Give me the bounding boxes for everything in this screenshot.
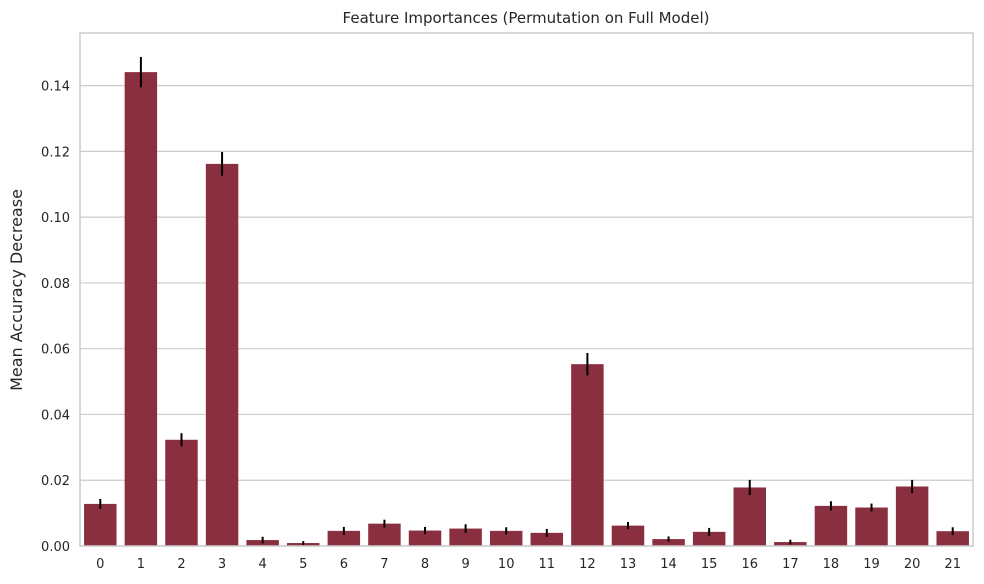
bar [936, 531, 969, 546]
bar [652, 539, 685, 546]
y-tick-label: 0.10 [41, 211, 70, 226]
bar [327, 530, 361, 546]
y-tick-label: 0.06 [41, 343, 70, 358]
x-tick-label: 19 [863, 557, 880, 572]
bar [449, 528, 482, 546]
bar [611, 525, 645, 546]
x-tick-labels: 0 1 2 3 4 5 6 7 8 9 10 11 12 13 14 15 16 17 18 19 20 21 [96, 557, 961, 572]
x-tick-label: 7 [380, 557, 388, 572]
bar [205, 163, 239, 546]
x-tick-label: 2 [177, 557, 185, 572]
bar [814, 505, 848, 546]
x-tick-label: 15 [701, 557, 718, 572]
bar [530, 532, 564, 546]
x-tick-label: 18 [823, 557, 840, 572]
bar [84, 503, 117, 546]
chart-title: Feature Importances (Permutation on Full… [343, 9, 710, 27]
x-tick-label: 17 [782, 557, 799, 572]
x-tick-label: 11 [539, 557, 556, 572]
x-tick-label: 21 [944, 557, 961, 572]
bar [368, 523, 401, 546]
bar [165, 439, 198, 546]
bar [408, 530, 442, 546]
bar [855, 507, 888, 546]
y-tick-labels: 0.00 0.02 0.04 0.06 0.08 0.10 0.12 0.14 [41, 80, 70, 555]
y-tick-label: 0.00 [41, 540, 70, 555]
x-tick-label: 4 [259, 557, 267, 572]
x-tick-label: 5 [299, 557, 307, 572]
x-tick-label: 8 [421, 557, 429, 572]
x-tick-label: 16 [741, 557, 758, 572]
x-tick-label: 3 [218, 557, 226, 572]
x-tick-label: 0 [96, 557, 104, 572]
x-tick-label: 13 [620, 557, 637, 572]
x-tick-label: 1 [137, 557, 145, 572]
y-tick-label: 0.14 [41, 80, 70, 95]
bar [733, 487, 766, 546]
bar [571, 364, 604, 546]
y-tick-label: 0.08 [41, 277, 70, 292]
y-tick-label: 0.02 [41, 474, 70, 489]
y-axis-label: Mean Accuracy Decrease [7, 189, 26, 391]
x-tick-label: 20 [904, 557, 921, 572]
plot-frame [79, 32, 974, 547]
error-bars [99, 57, 954, 546]
bar [895, 486, 929, 546]
bars [84, 72, 969, 546]
bar [692, 531, 726, 546]
bar [489, 530, 523, 546]
y-tick-label: 0.04 [41, 408, 70, 423]
x-tick-label: 9 [461, 557, 469, 572]
x-tick-label: 12 [579, 557, 596, 572]
y-tick-label: 0.12 [41, 145, 70, 160]
x-tick-label: 10 [498, 557, 515, 572]
x-tick-label: 6 [340, 557, 348, 572]
x-tick-label: 14 [660, 557, 677, 572]
bar [124, 72, 158, 546]
